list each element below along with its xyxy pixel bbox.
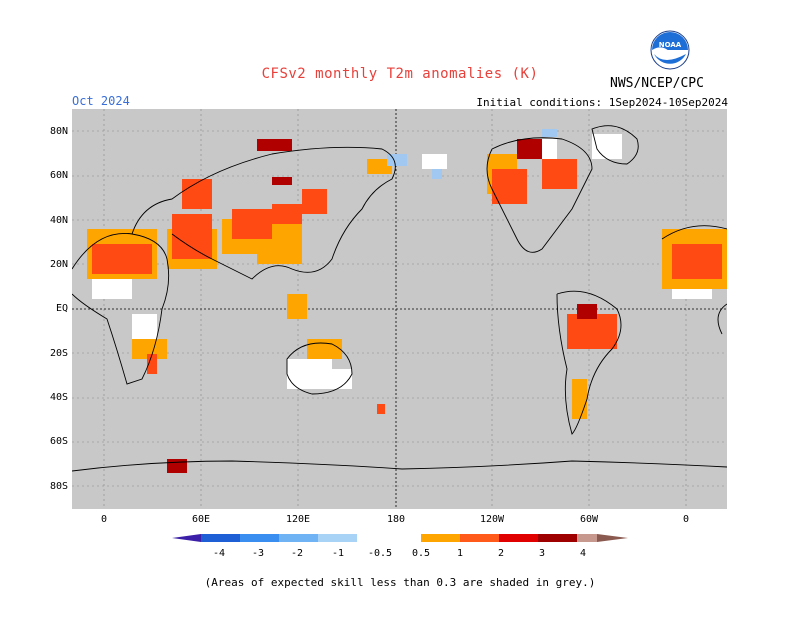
colorbar-bin [421,534,460,542]
lon-label: 120E [285,514,311,525]
colorbar-tick: 0.5 [412,548,430,559]
colorbar: -4 -3 -2 -1 -0.5 0.5 1 2 3 4 [172,534,628,559]
colorbar-tick: -0.5 [368,548,392,559]
lon-label: 0 [100,514,108,525]
colorbar-bin [357,534,421,542]
colorbar-bin [499,534,538,542]
chart-title: CFSv2 monthly T2m anomalies (K) [261,66,539,82]
noaa-logo-text: NOAA [659,41,682,49]
colorbar-bin [279,534,318,542]
lat-label: 80S [49,481,68,492]
colorbar-bin [201,534,240,542]
lat-label: 20S [49,348,68,359]
colorbar-arrow-right [597,534,628,542]
lat-label: 20N [49,259,68,270]
colorbar-bin [538,534,577,542]
warm-anomaly-red [92,159,722,414]
colorbar-tick: 2 [498,548,504,559]
lat-label: 60N [49,170,68,181]
lon-label: 60E [191,514,211,525]
colorbar-tick: 1 [457,548,463,559]
colorbar-arrow-left [172,534,201,542]
lat-label: 80N [49,126,68,137]
lon-label: 180 [386,514,406,525]
lat-label: 40N [49,215,68,226]
lon-label: 120W [479,514,505,525]
lon-label: 60W [579,514,599,525]
lat-label: EQ [55,303,68,314]
coastlines [72,125,727,472]
lat-label: 40S [49,392,68,403]
colorbar-tick: -2 [291,548,303,559]
colorbar-bin [318,534,357,542]
skill-footnote: (Areas of expected skill less than 0.3 a… [204,576,596,589]
colorbar-bin [577,534,597,542]
initial-conditions: Initial conditions: 1Sep2024-10Sep2024 [476,96,728,109]
agency-label: NWS/NCEP/CPC [610,76,704,91]
colorbar-bin [240,534,279,542]
noaa-logo: NOAA [650,30,690,70]
lon-label: 0 [682,514,690,525]
colorbar-tick: -3 [252,548,264,559]
colorbar-tick: 4 [580,548,586,559]
colorbar-tick: 3 [539,548,545,559]
anomaly-map [72,109,727,509]
lat-label: 60S [49,436,68,447]
colorbar-bin [460,534,499,542]
forecast-month: Oct 2024 [72,94,130,108]
colorbar-tick: -1 [332,548,344,559]
colorbar-tick: -4 [213,548,225,559]
